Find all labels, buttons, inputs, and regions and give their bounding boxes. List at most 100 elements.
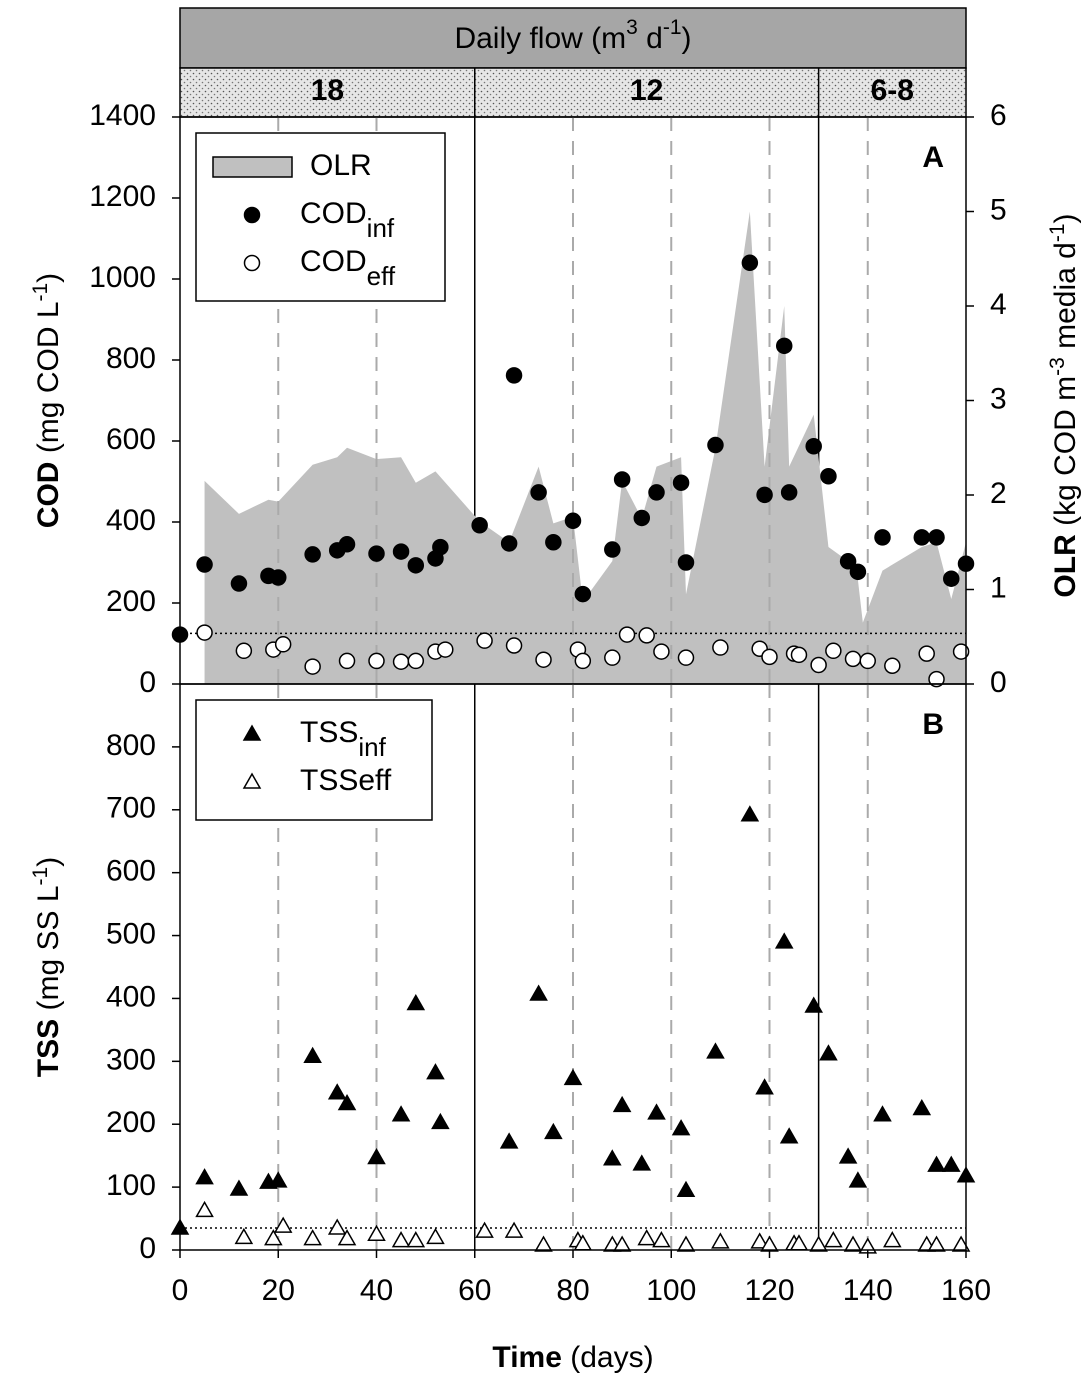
point xyxy=(859,652,876,670)
point xyxy=(927,1235,946,1252)
y-tick-label: 400 xyxy=(106,504,156,537)
point xyxy=(368,545,385,562)
period-band xyxy=(179,67,967,118)
y2-axis-title-part: OLR xyxy=(1049,534,1082,598)
point xyxy=(475,1221,494,1238)
y-tick-label: 700 xyxy=(106,792,156,825)
point xyxy=(274,636,292,653)
point xyxy=(780,484,798,501)
point xyxy=(839,553,857,570)
point xyxy=(676,1180,696,1198)
point xyxy=(883,1231,902,1248)
point xyxy=(535,651,552,668)
point xyxy=(632,1154,652,1171)
point xyxy=(426,1063,445,1080)
x-axis-title-part: (days) xyxy=(562,1341,654,1374)
legend-name: COD xyxy=(300,197,367,230)
legend-label: TSSinf xyxy=(300,716,387,762)
y-tick-label: 200 xyxy=(106,585,156,618)
y-axis-title: TSS (mg SS L-1) xyxy=(29,857,66,1077)
point xyxy=(391,1231,411,1248)
point xyxy=(327,1218,347,1235)
y-tick-label: 400 xyxy=(106,980,156,1013)
point xyxy=(928,670,945,688)
point xyxy=(838,1147,858,1164)
y2-axis-title: OLR (kg COD m-3 media d-1) xyxy=(1046,213,1083,597)
point xyxy=(951,1235,971,1252)
point xyxy=(544,1122,563,1140)
y-tick-label: 300 xyxy=(106,1043,156,1076)
point xyxy=(843,1235,863,1252)
x-tick-label: 20 xyxy=(262,1274,295,1307)
point xyxy=(367,1148,386,1165)
point xyxy=(235,642,253,660)
y-axis-title-part: (mg SS L xyxy=(32,885,65,1018)
point xyxy=(426,1227,445,1245)
x-axis-title-part: Time xyxy=(492,1341,561,1374)
y2-axis-title-part: -3 xyxy=(1046,357,1069,376)
point xyxy=(264,1229,283,1246)
legend-swatch xyxy=(243,254,261,272)
point xyxy=(652,1231,671,1248)
point xyxy=(672,474,690,491)
legend-box xyxy=(195,699,433,821)
point xyxy=(406,1231,426,1248)
olr-area xyxy=(204,211,966,684)
point xyxy=(676,1235,696,1252)
y2-tick-label: 0 xyxy=(990,666,1007,699)
legend-swatch xyxy=(242,772,262,789)
point xyxy=(637,1229,656,1246)
y-axis-title: COD (mg COD L-1) xyxy=(29,273,66,528)
point xyxy=(406,993,426,1011)
point xyxy=(706,1042,725,1059)
point xyxy=(563,1068,583,1086)
point xyxy=(504,1221,524,1238)
point xyxy=(529,984,548,1001)
point xyxy=(303,1229,322,1246)
point xyxy=(505,367,523,384)
header-title-part: ) xyxy=(682,22,692,55)
point xyxy=(810,656,827,674)
header-title-part: Daily flow (m xyxy=(454,22,626,55)
y2-axis-title-part: media d xyxy=(1049,242,1082,357)
x-tick-label: 0 xyxy=(172,1274,189,1307)
point xyxy=(574,585,592,603)
point xyxy=(819,1044,838,1061)
y-tick-label: 600 xyxy=(106,423,156,456)
x-tick-label: 60 xyxy=(458,1274,491,1307)
y-tick-label: 1000 xyxy=(89,261,156,294)
point xyxy=(618,626,636,643)
point xyxy=(268,1171,288,1188)
legend-label: CODinf xyxy=(300,197,395,243)
point xyxy=(432,538,449,556)
point xyxy=(196,556,213,573)
point xyxy=(500,535,518,552)
point xyxy=(912,1098,932,1116)
y-tick-label: 800 xyxy=(106,729,156,762)
point xyxy=(874,529,891,546)
point xyxy=(303,1046,322,1064)
point xyxy=(471,516,488,534)
panel-label: B xyxy=(922,708,944,741)
x-tick-label: 140 xyxy=(843,1274,893,1307)
x-axis-title: Time (days) xyxy=(492,1341,653,1374)
legend-name: TSS xyxy=(300,716,358,749)
point xyxy=(741,254,759,272)
point xyxy=(603,1149,622,1166)
y-axis-title-part: -1 xyxy=(29,867,52,886)
point xyxy=(849,563,867,581)
legend-subscript: eff xyxy=(367,261,396,291)
legend-subscript: inf xyxy=(367,213,395,243)
point xyxy=(613,471,631,488)
y-axis-title-part: ) xyxy=(32,857,65,867)
legend-swatch xyxy=(212,156,293,178)
point xyxy=(638,627,655,644)
period-label: 6-8 xyxy=(871,74,914,107)
point xyxy=(648,484,665,501)
y-tick-label: 1200 xyxy=(89,180,156,213)
point xyxy=(774,932,794,949)
point xyxy=(270,569,287,586)
legend-subscript: inf xyxy=(358,732,386,762)
y-tick-label: 0 xyxy=(139,1232,156,1265)
